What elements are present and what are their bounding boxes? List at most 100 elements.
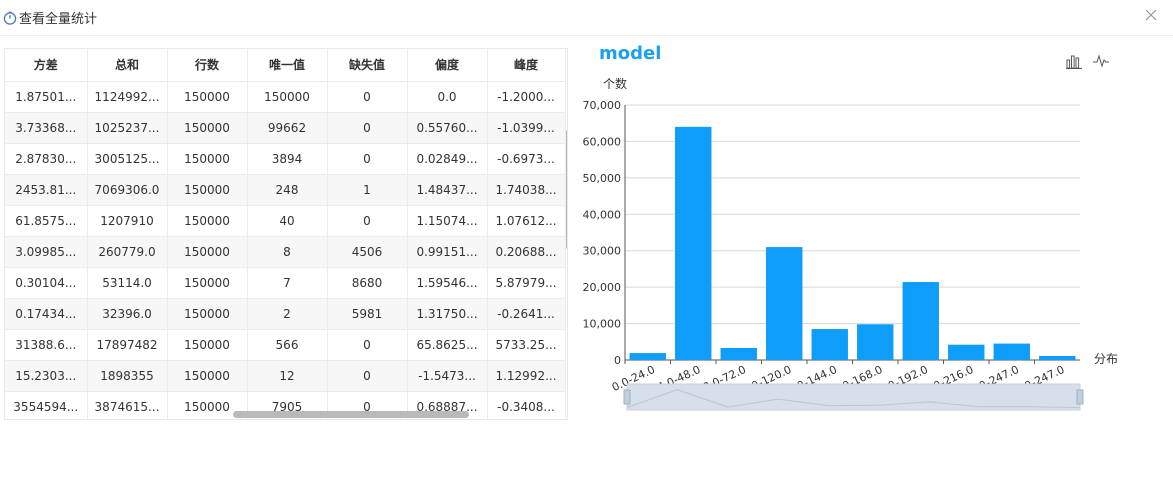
horizontal-scrollbar[interactable]	[233, 411, 469, 418]
table-row[interactable]: 15.2303... 1898355 150000 12 0 -1.5473... 1.12…	[5, 360, 566, 392]
table-cell: 150000	[167, 267, 248, 299]
bar[interactable]	[993, 343, 1030, 360]
table-cell: 150000	[167, 205, 248, 237]
bar[interactable]	[811, 329, 848, 360]
datazoom-left-handle[interactable]	[623, 389, 631, 405]
table-row[interactable]: 2453.81... 7069306.0 150000 248 1 1.48437... 1…	[5, 174, 566, 206]
table-cell: 5733.25...	[487, 329, 566, 361]
table-cell: 0	[327, 81, 408, 113]
table-cell: 1.31750...	[407, 298, 488, 330]
datazoom-slider[interactable]	[623, 383, 1084, 411]
y-tick-label: 40,000	[583, 208, 622, 221]
table-cell: 1.59546...	[407, 267, 488, 299]
table-row[interactable]: 1.87501... 1124992... 150000 150000 0 0.0 -1.2…	[5, 81, 566, 113]
stats-table-panel[interactable]: 方差 总和 行数 唯一值 缺失值 偏度 峰度 1.87501... 1124992…	[4, 48, 568, 420]
bar[interactable]	[675, 126, 712, 360]
column-header[interactable]: 唯一值	[247, 49, 328, 82]
table-cell: 2	[247, 298, 328, 330]
table-cell: 150000	[167, 329, 248, 361]
table-cell: 150000	[167, 298, 248, 330]
table-cell: 3874615...	[87, 391, 168, 419]
table-cell: 0	[327, 360, 408, 392]
column-header[interactable]: 缺失值	[327, 49, 408, 82]
column-header[interactable]: 峰度	[487, 49, 566, 82]
table-row[interactable]: 3554594... 3874615... 150000 7905 0 0.68887..…	[5, 391, 566, 419]
table-cell: -0.3408...	[487, 391, 566, 419]
close-icon[interactable]	[1143, 7, 1159, 23]
stopwatch-icon	[3, 11, 17, 25]
table-cell: 0.99151...	[407, 236, 488, 268]
y-tick-label: 0	[614, 354, 621, 367]
bar[interactable]	[629, 353, 666, 360]
table-cell: 3554594...	[5, 391, 88, 419]
table-cell: 1.15074...	[407, 205, 488, 237]
table-cell: 150000	[167, 143, 248, 175]
table-cell: 150000	[167, 360, 248, 392]
table-row[interactable]: 31388.6... 17897482 150000 566 0 65.8625... 57…	[5, 329, 566, 361]
table-cell: 260779.0	[87, 236, 168, 268]
y-tick-label: 10,000	[583, 318, 622, 331]
table-cell: 5981	[327, 298, 408, 330]
datazoom-track	[626, 383, 1081, 411]
bar[interactable]	[857, 324, 894, 360]
table-row[interactable]: 3.09985... 260779.0 150000 8 4506 0.99151... 0…	[5, 236, 566, 268]
table-cell: 150000	[167, 391, 248, 419]
column-header[interactable]: 方差	[5, 49, 88, 82]
dialog-titlebar: 查看全量统计	[0, 0, 1173, 36]
table-cell: 0	[327, 143, 408, 175]
table-row[interactable]: 61.8575... 1207910 150000 40 0 1.15074... 1.07…	[5, 205, 566, 237]
bar-chart-icon[interactable]	[1065, 52, 1083, 70]
table-row[interactable]: 0.17434... 32396.0 150000 2 5981 1.31750... -0…	[5, 298, 566, 330]
table-cell: 0	[327, 112, 408, 144]
table-cell: 1.12992...	[487, 360, 566, 392]
dialog-title-wrap: 查看全量统计	[3, 8, 97, 27]
table-cell: -1.0399...	[487, 112, 566, 144]
chart-title: model	[599, 43, 662, 64]
table-cell: 12	[247, 360, 328, 392]
vertical-scrollbar[interactable]	[566, 129, 567, 250]
bar[interactable]	[948, 344, 985, 360]
table-cell: -1.2000...	[487, 81, 566, 113]
table-cell: -0.6973...	[487, 143, 566, 175]
column-header[interactable]: 总和	[87, 49, 168, 82]
table-cell: 53114.0	[87, 267, 168, 299]
table-cell: 3.73368...	[5, 112, 88, 144]
table-cell: 150000	[167, 236, 248, 268]
table-body: 1.87501... 1124992... 150000 150000 0 0.0 -1.2…	[5, 81, 566, 419]
bar[interactable]	[902, 282, 939, 360]
table-cell: 150000	[167, 112, 248, 144]
bar[interactable]	[766, 247, 803, 360]
table-cell: 1207910	[87, 205, 168, 237]
line-chart-icon[interactable]	[1092, 52, 1110, 70]
table-cell: 3.09985...	[5, 236, 88, 268]
table-cell: -1.5473...	[407, 360, 488, 392]
table-cell: 8680	[327, 267, 408, 299]
table-cell: 0.0	[407, 81, 488, 113]
table-row[interactable]: 2.87830... 3005125... 150000 3894 0 0.02849..…	[5, 143, 566, 175]
table-cell: 248	[247, 174, 328, 206]
column-header[interactable]: 偏度	[407, 49, 488, 82]
bar[interactable]	[1039, 355, 1076, 360]
y-tick-label: 30,000	[583, 245, 622, 258]
table-row[interactable]: 0.30104... 53114.0 150000 7 8680 1.59546... 5.…	[5, 267, 566, 299]
table-cell: 2.87830...	[5, 143, 88, 175]
histogram-chart: 个数 分布 0 10,000 20,000 30,000 40,000 50,000 60,…	[583, 76, 1118, 411]
y-tick-label: 70,000	[583, 99, 622, 112]
table-cell: 1124992...	[87, 81, 168, 113]
table-cell: 4506	[327, 236, 408, 268]
table-cell: 0	[327, 205, 408, 237]
table-cell: 3005125...	[87, 143, 168, 175]
table-row[interactable]: 3.73368... 1025237... 150000 99662 0 0.55760.…	[5, 112, 566, 144]
datazoom-preview-line	[626, 389, 1081, 409]
dialog-title: 查看全量统计	[19, 12, 98, 27]
column-header[interactable]: 行数	[167, 49, 248, 82]
bar[interactable]	[720, 347, 757, 360]
table-cell: 5.87979...	[487, 267, 566, 299]
chart-bars	[629, 126, 1076, 360]
table-cell: 61.8575...	[5, 205, 88, 237]
table-cell: 0	[327, 329, 408, 361]
table-cell: 150000	[167, 81, 248, 113]
table-cell: 1.07612...	[487, 205, 566, 237]
table-cell: 0.30104...	[5, 267, 88, 299]
datazoom-right-handle[interactable]	[1076, 389, 1084, 405]
